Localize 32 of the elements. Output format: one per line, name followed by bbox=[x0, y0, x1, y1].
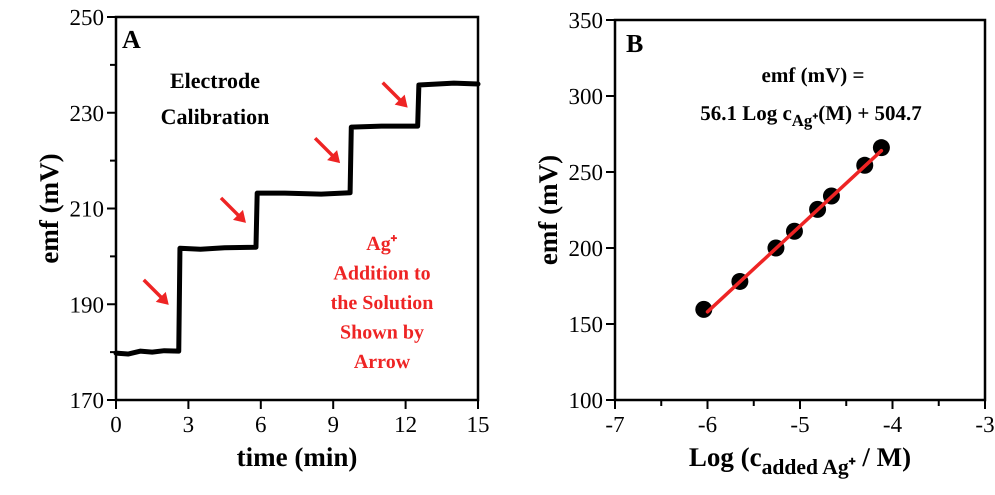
y-axis-title: emf (mV) bbox=[533, 154, 563, 266]
x-tick-label: -6 bbox=[698, 412, 718, 437]
y-tick-label: 210 bbox=[70, 196, 104, 222]
y-tick-label: 170 bbox=[70, 388, 104, 413]
x-tick-label: -5 bbox=[790, 412, 810, 437]
x-tick-label: 6 bbox=[255, 412, 267, 437]
x-tick-label: -3 bbox=[975, 412, 995, 437]
y-tick-label: 300 bbox=[568, 84, 603, 109]
annotation: B bbox=[626, 29, 644, 58]
annotation: emf (mV) = bbox=[762, 63, 864, 87]
y-tick-label: 350 bbox=[568, 8, 603, 33]
y-tick-label: 250 bbox=[70, 5, 104, 30]
y-tick-label: 150 bbox=[568, 312, 603, 337]
x-tick-label: -7 bbox=[605, 412, 625, 437]
y-tick-label: 190 bbox=[70, 292, 104, 318]
annotation: Ag⁺ Addition to the Solution Shown by Arrow bbox=[330, 233, 434, 373]
x-axis-title: time (min) bbox=[236, 442, 358, 472]
x-tick-label: -4 bbox=[882, 412, 903, 437]
annotation: Electrode Calibration bbox=[160, 68, 270, 129]
x-tick-label: 15 bbox=[466, 412, 490, 437]
x-tick-label: 9 bbox=[327, 412, 339, 437]
y-tick-label: 200 bbox=[568, 236, 603, 261]
x-tick-label: 0 bbox=[110, 412, 122, 437]
x-tick-label: 12 bbox=[394, 412, 418, 437]
annotation: A bbox=[122, 25, 141, 54]
y-tick-label: 100 bbox=[568, 388, 603, 413]
y-tick-label: 250 bbox=[568, 160, 603, 185]
annotation: 56.1 Log c$_{Ag⁺}$(M) + 504.7 bbox=[700, 101, 922, 130]
x-tick-label: 3 bbox=[182, 412, 194, 437]
y-axis-title: emf (mV) bbox=[34, 153, 64, 264]
x-axis-title: Log (c$_{added Ag⁺}$ / M) bbox=[688, 442, 912, 479]
y-tick-label: 230 bbox=[70, 100, 104, 126]
